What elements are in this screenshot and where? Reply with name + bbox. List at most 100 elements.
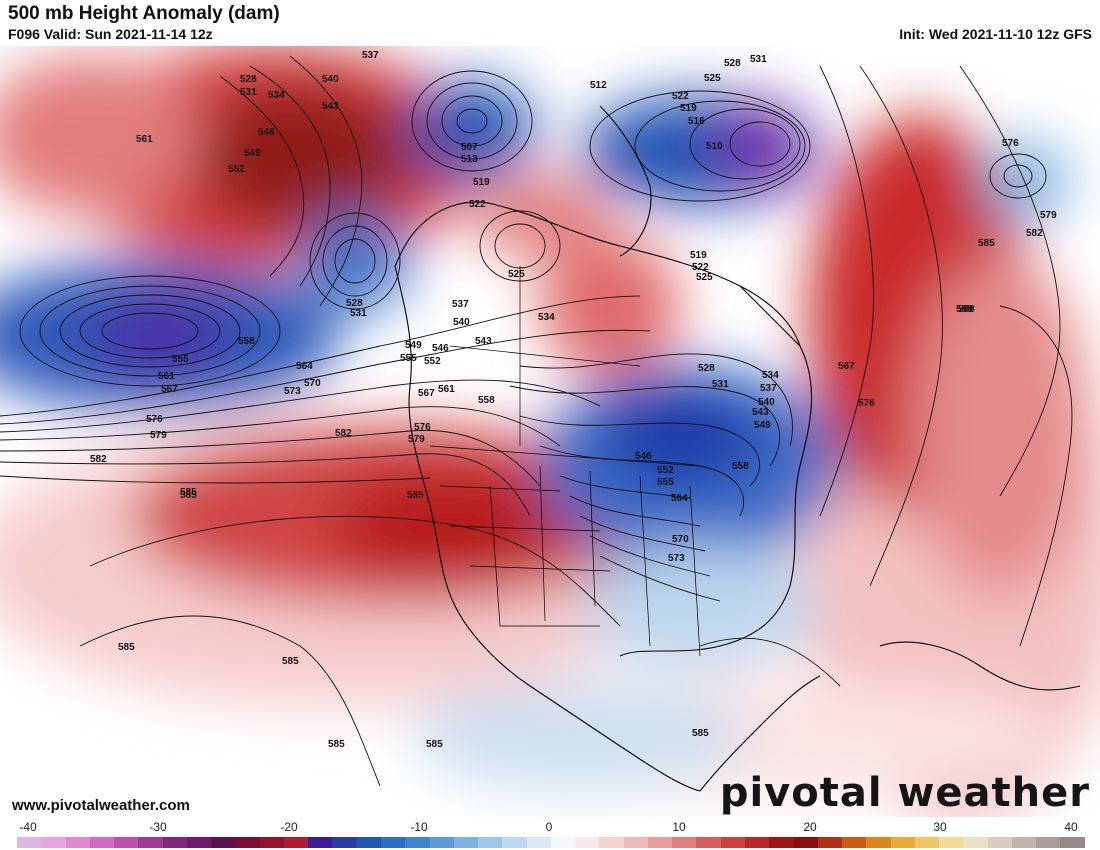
brand-logo: pivotal weather <box>719 770 1090 816</box>
height-label: 543 <box>752 407 769 418</box>
height-label: 528 <box>240 74 257 85</box>
height-label: 537 <box>760 383 777 394</box>
height-label: 555 <box>172 354 189 365</box>
colorbar-swatch <box>1011 837 1037 848</box>
colorbar-tick: 20 <box>803 820 817 834</box>
colorbar-swatch <box>866 837 891 848</box>
colorbar: -40 -30 -20 -10 0 10 20 30 40 <box>0 817 1100 850</box>
map-title: 500 mb Height Anomaly (dam) <box>8 3 280 24</box>
colorbar-swatch <box>890 837 915 848</box>
valid-time: F096 Valid: Sun 2021-11-14 12z <box>8 26 213 42</box>
height-label: 528 <box>724 58 741 69</box>
colorbar-swatch <box>744 837 770 848</box>
colorbar-strip <box>17 837 1085 848</box>
height-label: 519 <box>690 250 707 261</box>
colorbar-swatch <box>186 837 212 848</box>
height-label: 576 <box>146 414 163 425</box>
colorbar-swatch <box>478 837 503 848</box>
colorbar-swatch <box>769 837 794 848</box>
height-label: 552 <box>657 465 674 476</box>
height-label: 570 <box>304 378 321 389</box>
height-label: 567 <box>418 388 435 399</box>
height-label: 582 <box>90 454 107 465</box>
colorbar-swatch <box>114 837 139 848</box>
height-label: 537 <box>362 50 379 61</box>
colorbar-swatch <box>672 837 697 848</box>
height-label: 579 <box>1040 210 1057 221</box>
colorbar-swatch <box>138 837 163 848</box>
colorbar-swatch <box>963 837 988 848</box>
colorbar-swatch <box>939 837 964 848</box>
colorbar-swatch <box>842 837 867 848</box>
height-label: 558 <box>732 461 749 472</box>
height-label: 531 <box>750 54 767 65</box>
height-label: 528 <box>698 363 715 374</box>
height-label: 531 <box>350 308 367 319</box>
height-label: 582 <box>335 428 352 439</box>
colorbar-swatch <box>308 837 333 848</box>
height-label: 516 <box>688 116 705 127</box>
height-label: 585 <box>180 490 197 501</box>
height-label: 561 <box>158 371 175 382</box>
height-labels: 537 540 543 546 549 552 528 531 534 561 … <box>90 50 1057 750</box>
colorbar-swatch <box>259 837 284 848</box>
height-label: 543 <box>322 101 339 112</box>
colorbar-swatch <box>211 837 236 848</box>
colorbar-swatch <box>793 837 818 848</box>
height-label: 558 <box>238 336 255 347</box>
height-label: 546 <box>432 343 449 354</box>
height-label: 525 <box>704 73 721 84</box>
colorbar-tick: 10 <box>672 820 686 834</box>
colorbar-swatch <box>817 837 843 848</box>
colorbar-swatch <box>502 837 527 848</box>
colorbar-swatch <box>356 837 381 848</box>
height-label: 582 <box>1026 228 1043 239</box>
height-label: 528 <box>346 298 363 309</box>
height-label: 585 <box>407 490 424 501</box>
init-time: Init: Wed 2021-11-10 12z GFS <box>899 26 1092 42</box>
height-label: 507 <box>461 142 478 153</box>
colorbar-swatch <box>41 837 66 848</box>
height-label: 525 <box>696 272 713 283</box>
coastlines <box>394 105 1081 792</box>
colorbar-swatch <box>405 837 430 848</box>
height-label: 512 <box>590 80 607 91</box>
height-contours <box>0 55 1073 787</box>
height-label: 585 <box>328 739 345 750</box>
colorbar-tick: -10 <box>410 820 428 834</box>
colorbar-swatch <box>526 837 551 848</box>
height-label: 549 <box>405 340 422 351</box>
height-label: 561 <box>136 134 153 145</box>
colorbar-swatch <box>17 837 42 848</box>
anomaly-shading <box>0 46 1100 817</box>
height-label: 546 <box>635 451 652 462</box>
colorbar-swatch <box>623 837 648 848</box>
height-label: 576 <box>858 398 875 409</box>
colorbar-swatch <box>696 837 721 848</box>
colorbar-swatch <box>550 837 576 848</box>
height-label: 513 <box>461 154 478 165</box>
colorbar-swatch <box>599 837 624 848</box>
colorbar-swatch <box>1060 837 1085 848</box>
height-label: 570 <box>672 534 689 545</box>
height-label: 573 <box>284 386 301 397</box>
anomaly-map[interactable]: 537 540 543 546 549 552 528 531 534 561 … <box>0 46 1100 817</box>
height-label: 540 <box>453 317 470 328</box>
height-label: 558 <box>478 395 495 406</box>
height-label: 534 <box>268 90 285 101</box>
colorbar-swatch <box>575 837 600 848</box>
height-label: 540 <box>758 397 775 408</box>
height-label: 555 <box>400 353 417 364</box>
height-label: 564 <box>671 493 688 504</box>
height-label: 537 <box>452 299 469 310</box>
height-label: 567 <box>838 361 855 372</box>
height-label: 552 <box>228 164 245 175</box>
colorbar-swatch <box>283 837 309 848</box>
height-label: 585 <box>118 642 135 653</box>
height-label: 540 <box>322 74 339 85</box>
colorbar-swatch <box>720 837 745 848</box>
colorbar-swatch <box>647 837 673 848</box>
height-label: 522 <box>672 91 689 102</box>
colorbar-swatch <box>332 837 357 848</box>
height-label: 585 <box>426 739 443 750</box>
